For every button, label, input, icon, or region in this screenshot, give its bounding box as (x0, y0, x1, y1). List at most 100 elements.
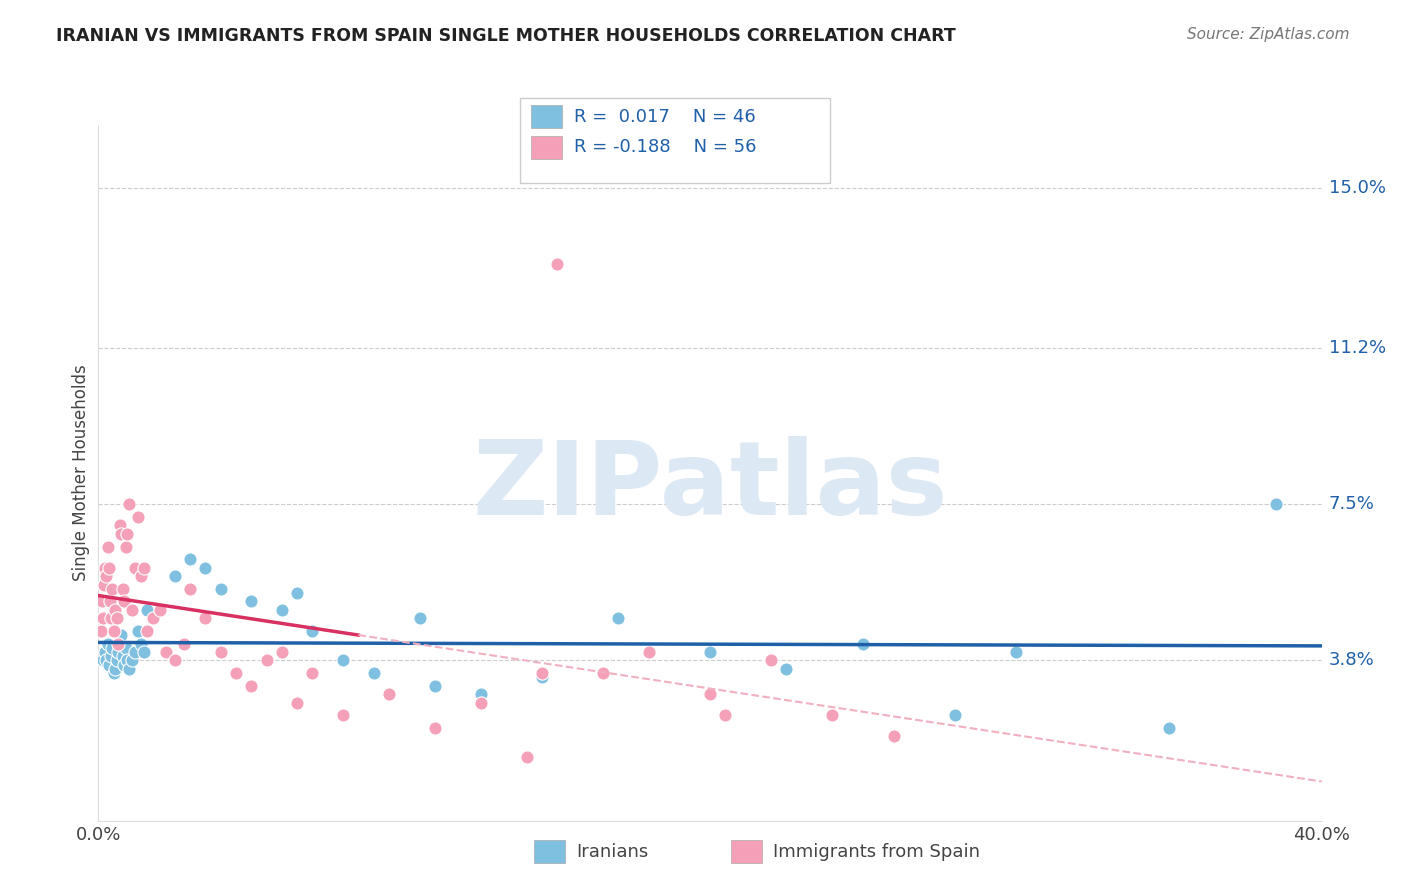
Point (103, 666, 125, 681)
Point (97, 560, 120, 574)
Point (108, 636, 131, 650)
Point (91, 611, 114, 625)
Point (301, 624, 323, 638)
Point (129, 569, 152, 583)
Point (115, 540, 138, 554)
Point (93, 645, 115, 659)
Point (821, 708, 844, 723)
Point (378, 687, 401, 701)
Point (101, 640, 124, 655)
Point (112, 594, 135, 608)
Point (516, 750, 538, 764)
Point (93, 577, 115, 591)
Point (104, 603, 127, 617)
Point (111, 582, 134, 596)
Point (94, 653, 117, 667)
Point (149, 603, 172, 617)
Point (1157, 721, 1180, 735)
Point (121, 653, 143, 667)
Point (637, 645, 661, 659)
Text: ZIPatlas: ZIPatlas (472, 436, 948, 537)
Point (115, 640, 138, 655)
Point (943, 708, 966, 723)
Point (91, 653, 114, 667)
Point (423, 721, 446, 735)
Point (107, 645, 129, 659)
Point (121, 603, 143, 617)
Point (530, 670, 553, 684)
Text: R =  0.017    N = 46: R = 0.017 N = 46 (574, 108, 755, 126)
Point (110, 628, 132, 642)
Point (1264, 497, 1286, 511)
Point (142, 611, 165, 625)
Point (530, 666, 553, 681)
Point (775, 662, 797, 676)
Point (423, 679, 446, 693)
Point (90, 624, 112, 638)
Point (97, 540, 120, 554)
Point (134, 560, 156, 574)
Point (209, 582, 232, 596)
Point (129, 636, 152, 650)
Point (163, 569, 186, 583)
Point (256, 653, 278, 667)
Point (100, 649, 122, 664)
Point (332, 653, 354, 667)
Text: 15.0%: 15.0% (1329, 179, 1385, 197)
Point (852, 636, 875, 650)
Point (136, 603, 159, 617)
Point (1004, 645, 1026, 659)
Point (173, 636, 195, 650)
Point (470, 696, 492, 710)
Point (100, 611, 122, 625)
Y-axis label: Single Mother Households: Single Mother Households (72, 365, 90, 581)
Point (194, 560, 217, 574)
Point (270, 603, 294, 617)
Point (179, 582, 201, 596)
Point (225, 666, 247, 681)
Point (240, 594, 263, 608)
Point (104, 662, 127, 676)
Point (592, 666, 614, 681)
Point (111, 649, 134, 664)
Point (155, 645, 177, 659)
Point (105, 611, 128, 625)
Point (94, 560, 117, 574)
Point (699, 645, 721, 659)
Text: 11.2%: 11.2% (1329, 339, 1386, 358)
Point (103, 624, 125, 638)
Point (408, 611, 430, 625)
Point (240, 679, 263, 693)
Point (163, 653, 186, 667)
Point (209, 645, 232, 659)
Point (117, 653, 139, 667)
Text: R = -0.188    N = 56: R = -0.188 N = 56 (574, 138, 756, 156)
Point (96, 569, 118, 583)
Point (136, 624, 159, 638)
Point (105, 653, 128, 667)
Point (285, 696, 308, 710)
Point (194, 611, 217, 625)
Point (117, 527, 139, 541)
Point (714, 708, 737, 723)
Text: 7.5%: 7.5% (1329, 495, 1375, 514)
Point (470, 687, 492, 701)
Point (108, 518, 131, 533)
Point (107, 636, 129, 650)
Point (112, 657, 135, 672)
Text: Source: ZipAtlas.com: Source: ZipAtlas.com (1187, 27, 1350, 42)
Text: IRANIAN VS IMMIGRANTS FROM SPAIN SINGLE MOTHER HOUSEHOLDS CORRELATION CHART: IRANIAN VS IMMIGRANTS FROM SPAIN SINGLE … (56, 27, 956, 45)
Point (118, 497, 141, 511)
Point (179, 552, 201, 566)
Point (127, 510, 149, 524)
Point (301, 666, 323, 681)
Point (285, 586, 308, 600)
Point (97, 636, 120, 650)
Text: Immigrants from Spain: Immigrants from Spain (773, 843, 980, 861)
Point (270, 645, 294, 659)
Point (363, 666, 385, 681)
Point (546, 257, 568, 271)
Point (127, 624, 149, 638)
Point (91, 594, 114, 608)
Point (118, 662, 141, 676)
